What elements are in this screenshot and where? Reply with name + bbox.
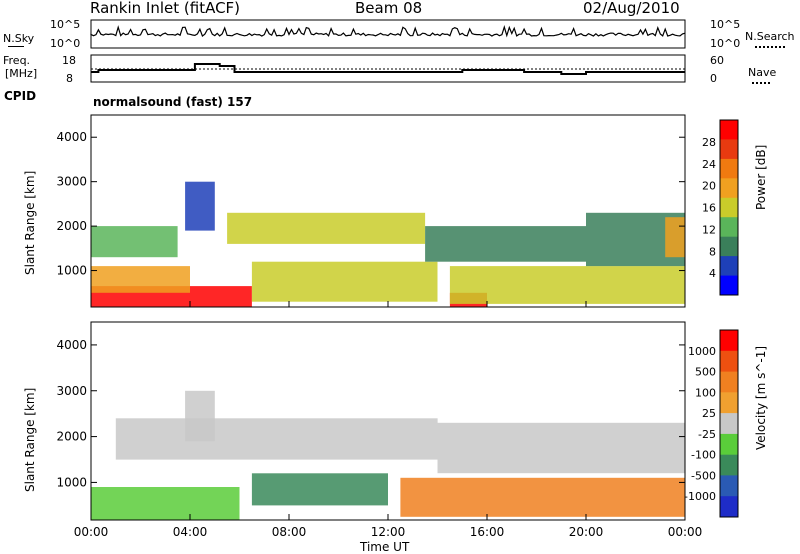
power-ytick-label-0: 4000 — [56, 130, 87, 144]
x-tick-label-3: 12:00 — [371, 525, 406, 539]
power-colorbar-tick-6: 4 — [709, 267, 716, 280]
velocity-colorbar-segment-2 — [720, 371, 738, 393]
power-region-6 — [425, 226, 586, 262]
power-colorbar-segment-2 — [720, 158, 738, 179]
x-tick-label-5: 20:00 — [569, 525, 604, 539]
velocity-colorbar-segment-4 — [720, 413, 738, 435]
power-colorbar-segment-3 — [720, 178, 738, 199]
velocity-colorbar-tick-0: 1000 — [688, 345, 716, 358]
freq-tick-bottom: 8 — [66, 72, 73, 85]
power-ytick-label-1: 3000 — [56, 175, 87, 189]
nsky-legend-line — [8, 46, 24, 47]
power-colorbar-tick-0: 28 — [702, 136, 716, 149]
velocity-region-5 — [185, 390, 215, 442]
nsky-tick-bottom: 10^0 — [50, 37, 81, 50]
power-colorbar-frame — [719, 119, 739, 296]
velocity-colorbar-tick-5: -100 — [691, 449, 716, 462]
cpid-label: CPID — [4, 89, 37, 103]
velocity-colorbar-segment-5 — [720, 433, 738, 456]
nave-tick-top: 60 — [710, 54, 724, 67]
nsearch-tick-bottom: 10^0 — [710, 37, 741, 50]
nsearch-label: N.Search — [745, 30, 795, 43]
power-region-3 — [251, 261, 438, 302]
freq-tick-top: 18 — [62, 54, 76, 67]
velocity-ytick-label-1: 3000 — [56, 384, 87, 398]
velocity-ytick-label-2: 2000 — [56, 430, 87, 444]
velocity-region-2 — [115, 418, 438, 460]
power-colorbar-segment-5 — [720, 217, 738, 238]
velocity-colorbar-segment-6 — [720, 454, 738, 476]
velocity-colorbar-frame — [719, 329, 739, 518]
beam-label: Beam 08 — [355, 0, 423, 17]
power-colorbar-segment-7 — [720, 256, 738, 276]
velocity-region-3 — [437, 422, 685, 474]
velocity-ytick-label-3: 1000 — [56, 475, 87, 489]
nsearch-legend-line — [755, 46, 785, 48]
power-region-2 — [91, 266, 190, 293]
power-colorbar-segment-8 — [720, 275, 738, 296]
velocity-colorbar-tick-3: 25 — [702, 407, 716, 420]
power-colorbar-segment-0 — [720, 120, 738, 140]
nave-tick-bottom: 0 — [710, 72, 717, 85]
radar-title: Rankin Inlet (fitACF) — [90, 0, 241, 17]
power-region-5 — [227, 212, 426, 244]
x-axis-label: Time UT — [360, 540, 410, 554]
velocity-region-1 — [251, 473, 388, 506]
nave-legend-line — [752, 82, 770, 84]
nsky-label: N.Sky — [3, 32, 35, 45]
velocity-ytick-label-0: 4000 — [56, 338, 87, 352]
nsky-tick-top: 10^5 — [50, 18, 81, 31]
velocity-colorbar-segment-8 — [720, 496, 738, 518]
x-tick-label-6: 00:00 — [668, 525, 703, 539]
velocity-colorbar-tick-2: 100 — [695, 386, 716, 399]
cpid-value: normalsound (fast) 157 — [93, 95, 253, 109]
freq-label: Freq. — [3, 54, 31, 67]
velocity-colorbar-segment-3 — [720, 392, 738, 414]
velocity-colorbar-tick-7: -1000 — [684, 490, 716, 503]
power-colorbar-segment-6 — [720, 236, 738, 257]
power-colorbar-tick-3: 16 — [702, 202, 716, 215]
power-region-10 — [665, 217, 685, 258]
velocity-colorbar-segment-7 — [720, 475, 738, 497]
velocity-colorbar-segment-0 — [720, 330, 738, 352]
x-tick-label-0: 00:00 — [74, 525, 109, 539]
nsearch-tick-top: 10^5 — [710, 18, 741, 31]
freq-unit: [MHz] — [5, 67, 38, 80]
power-colorbar-tick-1: 24 — [702, 158, 716, 171]
power-colorbar-segment-1 — [720, 139, 738, 160]
velocity-colorbar-segment-1 — [720, 350, 738, 373]
power-ytick-label-2: 2000 — [56, 219, 87, 233]
date-label: 02/Aug/2010 — [583, 0, 680, 17]
x-tick-label-1: 04:00 — [173, 525, 208, 539]
velocity-region-4 — [400, 477, 685, 517]
x-tick-label-2: 08:00 — [272, 525, 307, 539]
power-colorbar-tick-4: 12 — [702, 223, 716, 236]
freq-line — [91, 63, 685, 75]
power-ytick-label-3: 1000 — [56, 264, 87, 278]
power-colorbar-tick-5: 8 — [709, 245, 716, 258]
velocity-region-0 — [91, 487, 240, 520]
power-region-7 — [449, 266, 685, 304]
velocity-colorbar-tick-1: 500 — [695, 366, 716, 379]
velocity-colorbar-tick-6: -500 — [691, 469, 716, 482]
power-colorbar-segment-4 — [720, 197, 738, 218]
nave-label: Nave — [748, 66, 777, 79]
x-tick-label-4: 16:00 — [470, 525, 505, 539]
power-region-4 — [91, 226, 178, 258]
power-region-9 — [185, 181, 215, 231]
velocity-colorbar-tick-4: -25 — [698, 428, 716, 441]
power-colorbar-tick-2: 20 — [702, 180, 716, 193]
nsky-line — [90, 25, 686, 38]
